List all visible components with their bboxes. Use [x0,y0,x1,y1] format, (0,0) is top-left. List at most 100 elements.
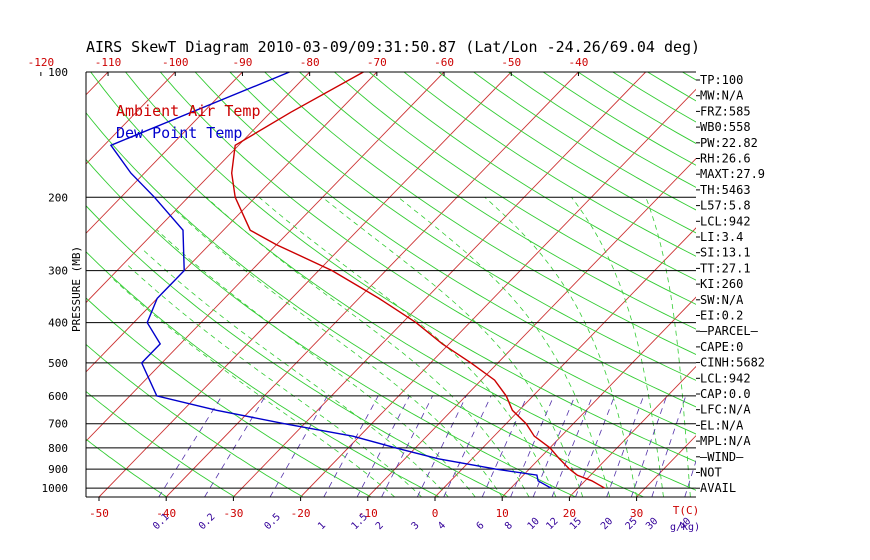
isotherm-line [86,72,109,96]
dry-adiabat-line [86,343,304,497]
top-temp-tick-label: -80 [300,56,320,69]
isotherm-line [98,72,512,497]
dry-adiabat-line [508,72,696,188]
isotherm-line [771,72,870,497]
sounding-profiles [109,72,606,489]
stat-item: L57:5.8 [700,199,751,213]
isotherm-line [367,158,696,497]
pressure-tick-label: 900 [48,463,68,476]
pressure-tick-label: 600 [48,390,68,403]
isotherm-line [86,72,176,165]
stat-item: CAPE:0 [700,340,743,354]
isotherm-line [86,72,310,304]
moist-adiabat-line [157,229,476,497]
stat-item: TH:5463 [700,183,751,197]
mixing-ratio-line [606,395,644,497]
dry-adiabat-line [86,438,167,497]
mixing-ratio-tick-label: 2 [374,520,386,532]
stat-item: SW:N/A [700,293,744,307]
pressure-tick-label: 300 [48,265,68,278]
moist-adiabat-line [126,264,422,497]
moist-adiabat-line [571,197,664,497]
dry-adiabat-line [159,72,696,435]
bottom-temp-tick-label: -10 [358,507,378,520]
dry-adiabat-line [194,72,696,408]
dry-adiabat-line [647,72,696,102]
stat-item: TT:27.1 [700,261,751,275]
stat-item: LCL:942 [700,214,751,228]
bottom-temp-tick-label: -20 [291,507,311,520]
stat-item: –WIND– [700,450,744,464]
pressure-tick-label: 700 [48,418,68,431]
moist-adiabat-line [397,196,611,497]
moist-adiabat-line [645,197,691,497]
stat-item: NOT [700,466,722,480]
stat-item: LCL:942 [700,371,751,385]
stat-item: MAXT:27.9 [700,167,765,181]
stat-item: WB0:558 [700,120,751,134]
pressure-tick-label: 400 [48,317,68,330]
stat-item: EL:N/A [700,418,744,432]
top-temp-tick-label: -100 [162,56,189,69]
stat-item: MW:N/A [700,89,744,103]
top-temp-tick-label: -40 [569,56,589,69]
stat-item: LFC:N/A [700,403,751,417]
dry-adiabat-line [86,251,440,497]
mixing-ratio-unit: g/kg) [670,522,700,533]
top-temp-tick-label: -90 [233,56,253,69]
legend-dew-point-temp: Dew Point Temp [116,124,242,142]
top-temp-tick-label: -70 [367,56,387,69]
dry-adiabat-line [86,112,644,497]
mixing-ratio-line [158,395,223,497]
dry-adiabat-line [86,205,508,497]
moist-adiabat-line [113,279,395,497]
mixing-ratio-line [510,395,555,497]
isotherm-line [838,72,870,497]
dry-adiabat-line [86,297,372,497]
pressure-tick-label: 200 [48,191,68,204]
mixing-ratio-line [323,395,379,497]
mixing-ratio-tick-label: 8 [503,520,515,532]
mixing-ratio-line [204,395,266,497]
moist-adiabat-line [322,196,584,497]
stat-item: KI:260 [700,277,743,291]
pressure-tick-label: 1000 [42,482,69,495]
mixing-ratio-line [269,395,328,497]
legend-ambient-air-temp: Ambient Air Temp [116,102,261,120]
y-axis-label: PRESSURE (MB) [70,246,83,332]
moist-adiabat-line [175,210,503,497]
mixing-ratio-line [416,395,467,497]
mixing-ratio-tick-label: 1 [316,520,328,532]
isotherm-line [300,88,696,497]
dry-adiabat-line [368,72,696,281]
moist-adiabat-line [484,196,637,497]
mixing-ratio-line [381,395,433,497]
isotherm-line [569,365,696,497]
mixing-ratio-tick-label: 6 [475,520,487,532]
mixing-ratio-line [481,395,528,497]
isotherm-line [434,227,696,497]
moist-adiabat-line [258,196,557,497]
bottom-temp-tick-label: 20 [563,507,576,520]
mixing-ratio-tick-label: 10 [526,516,542,532]
mixing-ratio-line [551,395,593,497]
mixing-ratio-tick-label: 12 [544,516,560,532]
moist-adiabat-line [141,247,449,497]
legend: Ambient Air Temp Dew Point Temp [116,102,261,142]
background-grid [86,72,870,497]
pressure-tick-label: 500 [48,357,68,370]
mixing-ratio-tick-label: 0.2 [197,512,218,533]
stat-item: CAP:0.0 [700,387,751,401]
isotherm-line [86,72,243,234]
dry-adiabat-line [334,72,696,305]
isobar-lines: 100 200 300 400 500 600 700 800 900 1000 [42,66,696,495]
dry-adiabat-line [86,390,236,497]
stat-item: –PARCEL– [700,324,759,338]
stat-item: MPL:N/A [700,434,751,448]
mixing-ratio-line [443,395,492,497]
mixing-ratio-tick-label: 0.5 [262,512,283,533]
isotherm-line [233,72,646,497]
bottom-temp-tick-label: -50 [89,507,109,520]
isotherm-line [86,72,445,442]
